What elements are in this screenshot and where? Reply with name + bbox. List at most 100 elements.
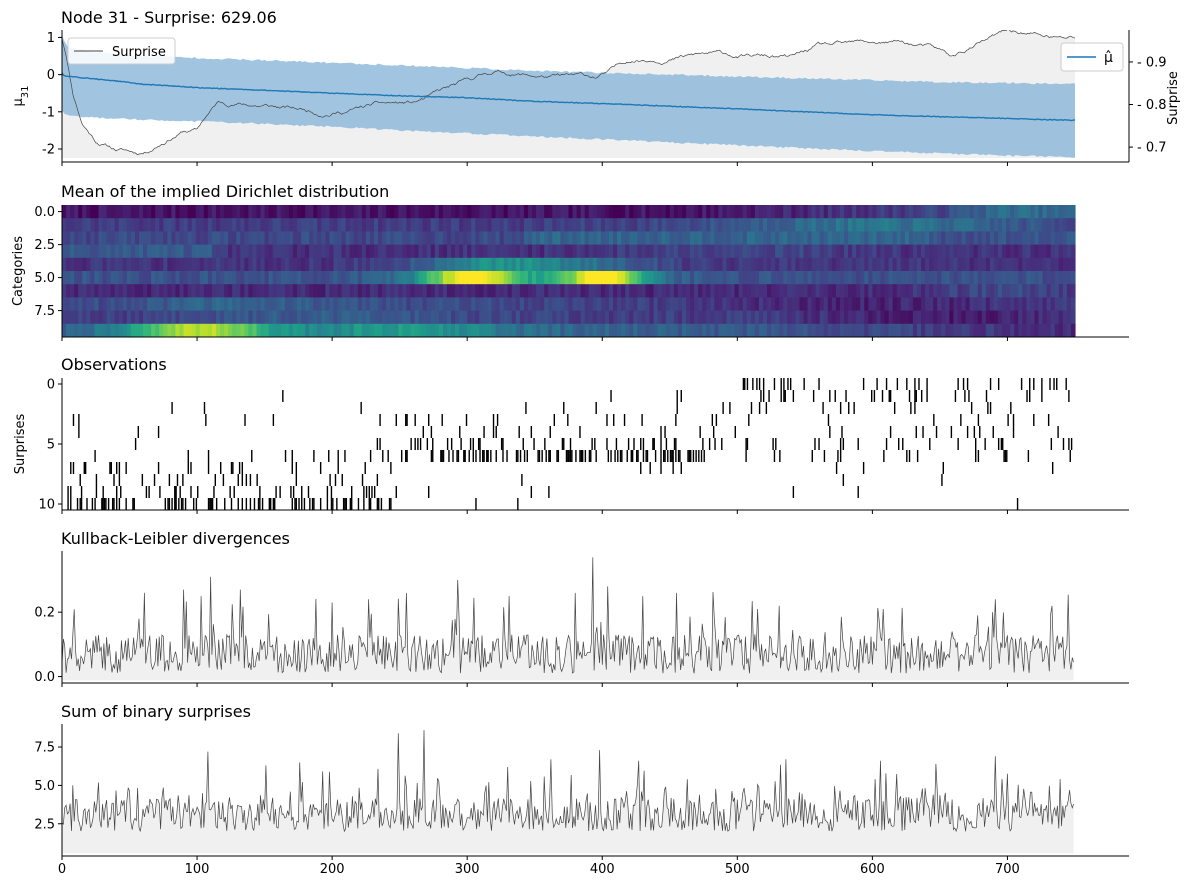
heatmap-cell xyxy=(540,257,545,272)
heatmap-cell xyxy=(151,218,156,232)
heatmap-cell xyxy=(215,244,221,259)
heatmap-cell xyxy=(325,271,331,285)
heatmap-cell xyxy=(1022,205,1027,219)
heatmap-cell xyxy=(365,297,371,312)
heatmap-cell xyxy=(365,231,371,246)
heatmap-cell xyxy=(126,231,132,246)
heatmap-cell xyxy=(1046,231,1052,246)
heatmap-cell xyxy=(949,218,955,232)
heatmap-cell xyxy=(835,231,841,246)
heatmap-cell xyxy=(718,231,724,246)
heatmap-cell xyxy=(771,323,776,338)
heatmap-cell xyxy=(211,323,217,338)
heatmap-cell xyxy=(669,218,675,232)
observation-mark xyxy=(822,402,824,414)
heatmap-cell xyxy=(925,284,930,298)
heatmap-cell xyxy=(653,231,659,246)
heatmap-cell xyxy=(207,257,213,272)
heatmap-cell xyxy=(491,205,497,219)
heatmap-cell xyxy=(523,257,529,272)
heatmap-cell xyxy=(738,297,744,312)
heatmap-cell xyxy=(722,257,728,272)
observation-mark xyxy=(363,486,365,498)
heatmap-cell xyxy=(114,205,120,219)
heatmap-cell xyxy=(613,271,618,285)
heatmap-cell xyxy=(742,297,748,312)
heatmap-cell xyxy=(329,218,335,232)
heatmap-cell xyxy=(665,218,671,232)
heatmap-cell xyxy=(637,218,643,232)
heatmap-cell xyxy=(475,323,480,338)
heatmap-cell xyxy=(953,323,959,338)
heatmap-cell xyxy=(698,218,703,232)
observation-mark xyxy=(120,486,122,498)
heatmap-cell xyxy=(540,297,545,312)
heatmap-cell xyxy=(288,323,294,338)
heatmap-cell xyxy=(272,231,278,246)
observation-mark xyxy=(834,390,836,402)
heatmap-cell xyxy=(187,244,193,259)
observation-mark xyxy=(1069,450,1071,462)
heatmap-cell xyxy=(98,257,104,272)
observation-mark xyxy=(341,474,343,486)
observation-mark xyxy=(502,438,504,450)
observation-mark xyxy=(914,378,916,390)
heatmap-cell xyxy=(398,297,403,312)
heatmap-cell xyxy=(592,310,598,325)
heatmap-cell xyxy=(993,244,999,259)
observation-mark xyxy=(207,462,210,474)
observation-mark xyxy=(1051,462,1054,474)
heatmap-cell xyxy=(414,244,420,259)
observation-mark xyxy=(187,450,189,462)
heatmap-cell xyxy=(106,323,112,338)
heatmap-cell xyxy=(600,323,606,338)
observation-mark xyxy=(487,450,489,462)
heatmap-cell xyxy=(613,257,618,272)
heatmap-cell xyxy=(710,231,715,246)
heatmap-cell xyxy=(1046,257,1052,272)
heatmap-cell xyxy=(1054,323,1060,338)
heatmap-cell xyxy=(767,231,772,246)
observation-mark xyxy=(664,426,666,438)
observation-mark xyxy=(533,438,535,450)
heatmap-cell xyxy=(852,205,857,219)
heatmap-cell xyxy=(811,231,817,246)
heatmap-cell xyxy=(183,297,189,312)
heatmap-cell xyxy=(641,257,647,272)
heatmap-cell xyxy=(220,244,225,259)
heatmap-cell xyxy=(252,271,258,285)
observation-mark xyxy=(915,390,917,402)
heatmap-cell xyxy=(78,310,83,325)
heatmap-cell xyxy=(564,297,570,312)
heatmap-cell xyxy=(604,231,610,246)
heatmap-cell xyxy=(985,297,991,312)
heatmap-cell xyxy=(220,257,225,272)
heatmap-cell xyxy=(835,297,841,312)
heatmap-cell xyxy=(868,323,873,338)
heatmap-cell xyxy=(228,205,233,219)
observation-mark xyxy=(390,462,392,474)
heatmap-cell xyxy=(138,257,144,272)
heatmap-cell xyxy=(572,257,578,272)
heatmap-cell xyxy=(815,257,821,272)
heatmap-cell xyxy=(1006,284,1011,298)
heatmap-cell xyxy=(183,205,189,219)
observation-mark xyxy=(918,378,920,390)
heatmap-cell xyxy=(912,271,918,285)
heatmap-cell xyxy=(228,284,233,298)
heatmap-cell xyxy=(1006,218,1011,232)
heatmap-cell xyxy=(702,244,707,259)
heatmap-cell xyxy=(66,310,71,325)
heatmap-cell xyxy=(621,218,626,232)
heatmap-cell xyxy=(645,297,651,312)
heatmap-cell xyxy=(872,310,878,325)
heatmap-cell xyxy=(276,297,282,312)
panel1-right-y-ticks: - 0.9- 0.8- 0.7 xyxy=(1129,55,1167,156)
heatmap-cell xyxy=(495,231,501,246)
heatmap-cell xyxy=(981,284,987,298)
heatmap-cell xyxy=(945,271,950,285)
heatmap-cell xyxy=(880,205,886,219)
heatmap-cell xyxy=(382,284,387,298)
heatmap-cell xyxy=(669,284,675,298)
observation-mark xyxy=(422,426,424,438)
